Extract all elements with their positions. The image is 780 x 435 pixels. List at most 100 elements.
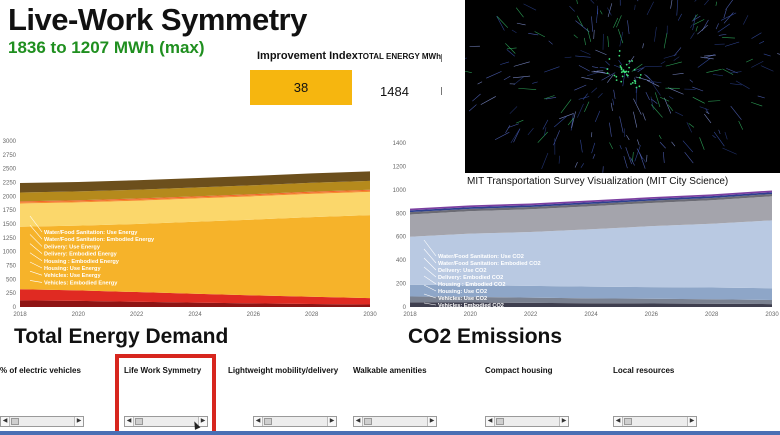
y-tick-label: 1000 <box>393 188 407 194</box>
map-hotspot <box>634 82 637 85</box>
compact-housing-slider[interactable]: ◀ ▶ <box>485 416 569 427</box>
map-street <box>704 0 709 6</box>
map-hotspot <box>633 68 636 71</box>
x-tick-label: 2018 <box>13 312 27 318</box>
scroll-left-icon[interactable]: ◀ <box>125 417 134 426</box>
map-street <box>523 3 537 11</box>
legend-pointer <box>29 261 43 269</box>
map-street <box>722 37 735 39</box>
slider-thumb[interactable] <box>264 418 272 425</box>
map-street <box>564 56 572 59</box>
x-tick-label: 2026 <box>247 312 261 318</box>
scroll-left-icon[interactable]: ◀ <box>254 417 263 426</box>
map-street <box>505 43 516 54</box>
map-street <box>567 118 574 126</box>
map-hotspot <box>631 81 634 84</box>
y-tick-label: 2500 <box>3 167 17 173</box>
map-street <box>682 140 694 153</box>
scroll-left-icon[interactable]: ◀ <box>614 417 623 426</box>
improvement-index-value: 38 <box>293 80 309 95</box>
lightweight-mobility-slider[interactable]: ◀ ▶ <box>253 416 337 427</box>
map-street <box>595 49 607 56</box>
map-street <box>573 34 578 39</box>
map-street <box>663 151 665 163</box>
legend-pointer <box>29 225 43 240</box>
co2-section-title: CO2 Emissions <box>408 325 563 348</box>
map-street <box>724 131 728 140</box>
map-caption: MIT Transportation Survey Visualization … <box>467 176 729 187</box>
energy-section-title: Total Energy Demand <box>14 325 229 348</box>
map-street <box>630 157 635 166</box>
y-tick-label: 2250 <box>3 181 17 187</box>
map-hotspot <box>625 63 628 66</box>
map-street <box>580 50 591 55</box>
walkable-amenities-slider[interactable]: ◀ ▶ <box>353 416 437 427</box>
map-street <box>663 54 677 59</box>
area-series-housing-use-co2 <box>410 284 772 300</box>
scroll-right-icon[interactable]: ▶ <box>559 417 568 426</box>
scroll-right-icon[interactable]: ▶ <box>74 417 83 426</box>
scroll-right-icon[interactable]: ▶ <box>327 417 336 426</box>
map-street <box>718 33 727 36</box>
map-street <box>659 96 670 102</box>
slider-thumb[interactable] <box>11 418 19 425</box>
legend-entry: Water/Food Sanitation: Embodied Energy <box>44 237 155 243</box>
map-street <box>697 58 711 68</box>
map-street <box>571 111 576 128</box>
legend-entry: Vehicles: Embodied Energy <box>44 280 118 286</box>
map-street <box>465 57 467 59</box>
map-street <box>735 80 750 90</box>
map-street <box>537 131 548 143</box>
map-street <box>472 93 481 102</box>
legend-pointer <box>423 248 437 264</box>
slider-thumb[interactable] <box>135 418 143 425</box>
map-hotspot <box>606 68 609 71</box>
map-street <box>637 67 644 73</box>
map-street <box>500 61 510 65</box>
map-street <box>644 65 662 67</box>
map-street <box>670 0 673 9</box>
map-street <box>627 20 630 35</box>
map-street <box>496 15 505 31</box>
slider-thumb[interactable] <box>364 418 372 425</box>
map-street <box>581 77 593 80</box>
map-street <box>494 131 510 141</box>
map-street <box>534 31 546 38</box>
local-resources-slider[interactable]: ◀ ▶ <box>613 416 697 427</box>
x-tick-label: 2018 <box>403 312 417 318</box>
map-street <box>607 36 609 48</box>
legend-entry: Housing: Use Energy <box>44 266 101 272</box>
map-street <box>601 72 616 81</box>
map-hotspot <box>631 60 634 62</box>
map-street <box>667 87 684 95</box>
scroll-right-icon[interactable]: ▶ <box>687 417 696 426</box>
scroll-right-icon[interactable]: ▶ <box>427 417 436 426</box>
map-street <box>673 56 680 61</box>
map-street <box>699 137 705 150</box>
area-series-housing-embodied-energy <box>20 191 370 227</box>
map-street <box>542 119 549 130</box>
life-work-symmetry-slider[interactable]: ◀ ▶ <box>124 416 208 427</box>
map-street <box>757 95 765 99</box>
legend-entry: Delivery: Embodied CO2 <box>438 275 503 281</box>
map-street <box>605 60 610 66</box>
map-street <box>642 112 646 121</box>
scroll-left-icon[interactable]: ◀ <box>354 417 363 426</box>
y-tick-label: 3000 <box>3 139 17 145</box>
map-street <box>660 61 666 65</box>
electric-vehicles-slider[interactable]: ◀ ▶ <box>0 416 84 427</box>
map-street <box>477 81 483 85</box>
map-street <box>609 122 612 137</box>
walkable-amenities-label: Walkable amenities <box>353 366 427 375</box>
slider-thumb[interactable] <box>496 418 504 425</box>
scroll-right-icon[interactable]: ▶ <box>198 417 207 426</box>
scroll-left-icon[interactable]: ◀ <box>486 417 495 426</box>
map-street <box>704 54 716 57</box>
scroll-left-icon[interactable]: ◀ <box>1 417 10 426</box>
map-hotspot <box>638 85 641 88</box>
map-street <box>582 93 588 100</box>
map-hotspot <box>622 69 625 72</box>
slider-thumb[interactable] <box>624 418 632 425</box>
map-street <box>746 58 753 63</box>
map-street <box>619 116 624 133</box>
